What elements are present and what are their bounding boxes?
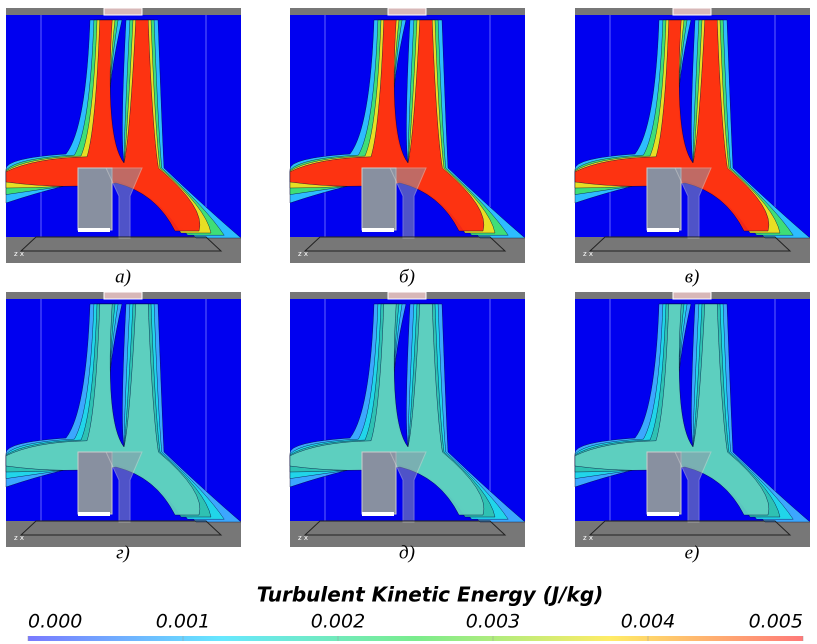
colorbar-tick-label: 0.003 bbox=[466, 611, 520, 633]
inlet bbox=[103, 7, 143, 16]
plume-contour bbox=[574, 19, 770, 232]
inlet bbox=[672, 7, 712, 16]
nozzle bbox=[105, 167, 143, 239]
nozzle bbox=[674, 451, 712, 523]
nozzle bbox=[105, 451, 143, 523]
nozzle bbox=[389, 167, 427, 239]
axis-triad: z x bbox=[583, 250, 593, 258]
panel-caption: б) bbox=[399, 266, 415, 287]
plume-contour bbox=[5, 303, 201, 516]
block-base bbox=[647, 228, 679, 232]
inlet bbox=[387, 291, 427, 300]
axis-triad: z x bbox=[14, 534, 24, 542]
nozzle bbox=[674, 167, 712, 239]
floor bbox=[19, 236, 223, 252]
block bbox=[361, 451, 397, 515]
block-base bbox=[362, 228, 394, 232]
panel-caption: г) bbox=[116, 542, 130, 563]
axis-triad: z x bbox=[298, 534, 308, 542]
block bbox=[77, 167, 113, 231]
colorbar-tick-label: 0.001 bbox=[156, 611, 210, 633]
floor bbox=[303, 520, 507, 536]
colorbar bbox=[28, 636, 803, 641]
plume-contour bbox=[289, 303, 485, 516]
simulation-panel: z x bbox=[5, 291, 242, 547]
plume-contour bbox=[574, 303, 770, 516]
plume-contour bbox=[5, 19, 201, 232]
panel-caption: в) bbox=[685, 266, 700, 287]
block bbox=[646, 167, 682, 231]
simulation-panel: z x bbox=[289, 291, 526, 547]
floor bbox=[588, 236, 792, 252]
nozzle bbox=[389, 451, 427, 523]
block-base bbox=[78, 228, 110, 232]
inlet bbox=[103, 291, 143, 300]
inlet bbox=[387, 7, 427, 16]
simulation-panel: z x bbox=[574, 291, 811, 547]
block bbox=[646, 451, 682, 515]
colorbar-tick-label: 0.002 bbox=[311, 611, 365, 633]
block bbox=[77, 451, 113, 515]
panel-caption: д) bbox=[399, 542, 415, 563]
colorbar-tick-label: 0.004 bbox=[621, 611, 675, 633]
plume-contour bbox=[289, 19, 485, 232]
block bbox=[361, 167, 397, 231]
simulation-panel: z x bbox=[289, 7, 526, 263]
block-base bbox=[78, 512, 110, 516]
axis-triad: z x bbox=[583, 534, 593, 542]
panel-caption: е) bbox=[685, 542, 700, 563]
axis-triad: z x bbox=[14, 250, 24, 258]
colorbar-tick-label: 0.000 bbox=[28, 611, 82, 633]
colorbar-tick-label: 0.005 bbox=[749, 611, 803, 633]
simulation-panel: z x bbox=[574, 7, 811, 263]
inlet bbox=[672, 291, 712, 300]
block-base bbox=[647, 512, 679, 516]
panel-caption: а) bbox=[115, 266, 131, 287]
floor bbox=[303, 236, 507, 252]
simulation-panel: z x bbox=[5, 7, 242, 263]
floor bbox=[19, 520, 223, 536]
colorbar-title: Turbulent Kinetic Energy (J/kg) bbox=[257, 583, 604, 607]
axis-triad: z x bbox=[298, 250, 308, 258]
floor bbox=[588, 520, 792, 536]
block-base bbox=[362, 512, 394, 516]
